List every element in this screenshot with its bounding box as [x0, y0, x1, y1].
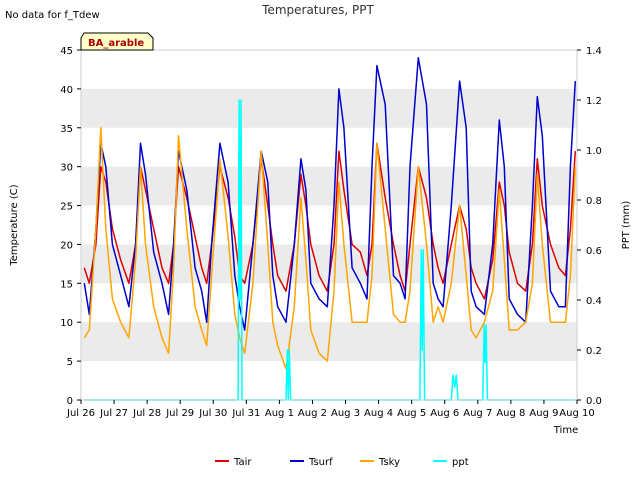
- x-tick-label: Aug 10: [559, 408, 594, 419]
- station-badge: BA_arable: [80, 32, 154, 51]
- y-tick-label: 5: [67, 357, 73, 368]
- grid-band: [81, 166, 577, 206]
- series-line-tair: [83, 142, 577, 300]
- legend-label-tair: Tair: [233, 457, 252, 468]
- y2-tick-label: 0.6: [586, 246, 602, 257]
- series-line-ppt: [84, 99, 576, 401]
- x-tick-label: Jul 27: [99, 408, 128, 419]
- series-layer: [83, 57, 577, 401]
- no-data-note: No data for f_Tdew: [5, 10, 100, 21]
- y-tick-label: 20: [60, 240, 73, 251]
- series-line-tsky: [83, 127, 577, 370]
- x-tick-label: Aug 6: [430, 408, 459, 419]
- right-y-axis: 0.0 0.2 0.4 0.6 0.8 1.0 1.2 1.4: [577, 46, 602, 407]
- x-tick-label: Jul 30: [198, 408, 227, 419]
- y-tick-label: 0: [67, 396, 73, 407]
- y-tick-label: 35: [60, 124, 73, 135]
- y-tick-label: 25: [60, 202, 73, 213]
- x-tick-label: Jul 28: [132, 408, 161, 419]
- chart-title: Temperatures, PPT: [261, 3, 374, 17]
- y2-tick-label: 0.4: [586, 296, 602, 307]
- x-tick-label: Aug 2: [298, 408, 327, 419]
- y2-tick-label: 0.2: [586, 346, 602, 357]
- y-tick-label: 10: [60, 318, 73, 329]
- background-bands: [81, 88, 577, 362]
- left-y-axis: 0 5 10 15 20 25 30 35 40 45: [60, 46, 81, 407]
- legend: Tair Tsurf Tsky ppt: [215, 457, 469, 468]
- y2-tick-label: 1.0: [586, 146, 602, 157]
- y-tick-label: 30: [60, 163, 73, 174]
- x-tick-label: Aug 8: [496, 408, 525, 419]
- y-tick-label: 45: [60, 46, 73, 57]
- badge-box: [80, 32, 154, 51]
- x-axis: Jul 26 Jul 27 Jul 28 Jul 29 Jul 30 Jul 31 Aug …: [66, 400, 595, 419]
- x-tick-label: Aug 5: [397, 408, 426, 419]
- y-axis-label: Temperature (C): [9, 184, 20, 266]
- x-tick-label: Aug 1: [265, 408, 294, 419]
- y2-tick-label: 0.0: [586, 396, 602, 407]
- x-tick-label: Jul 26: [66, 408, 95, 419]
- y-tick-label: 40: [60, 85, 73, 96]
- x-tick-label: Aug 4: [364, 408, 393, 419]
- plot-frame: [80, 49, 578, 401]
- y2-tick-label: 1.4: [586, 46, 602, 57]
- legend-label-tsky: Tsky: [378, 457, 400, 468]
- legend-label-tsurf: Tsurf: [308, 457, 333, 468]
- x-tick-label: Jul 29: [165, 408, 194, 419]
- grid-band: [81, 88, 577, 128]
- x-axis-label: Time: [553, 425, 578, 436]
- y-tick-label: 15: [60, 279, 73, 290]
- y2-tick-label: 1.2: [586, 96, 602, 107]
- y2-tick-label: 0.8: [586, 196, 602, 207]
- y2-axis-label: PPT (mm): [621, 201, 632, 250]
- badge-label: BA_arable: [88, 38, 144, 49]
- series-line-tsurf: [83, 57, 577, 331]
- legend-label-ppt: ppt: [452, 457, 469, 468]
- x-tick-label: Aug 3: [331, 408, 360, 419]
- x-tick-label: Aug 9: [529, 408, 558, 419]
- x-tick-label: Aug 7: [463, 408, 492, 419]
- x-tick-label: Jul 31: [231, 408, 260, 419]
